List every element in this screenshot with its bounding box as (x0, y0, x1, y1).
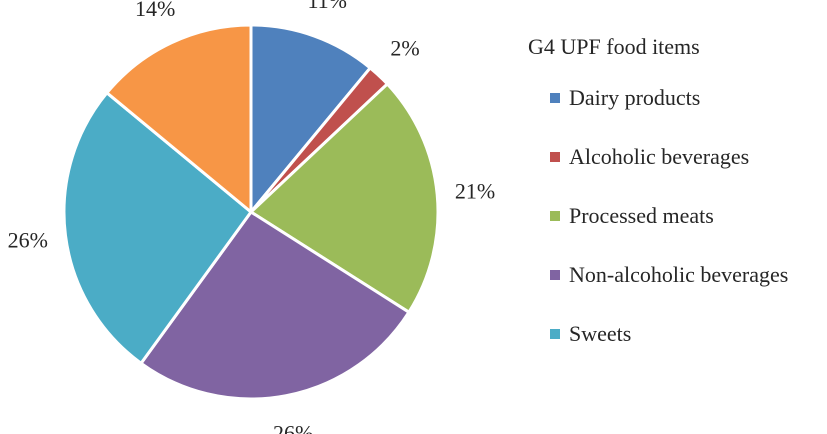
pie-slice-unlabeled (105, 23, 253, 214)
data-label: 26% (273, 421, 313, 434)
legend-item: Alcoholic beverages (528, 144, 788, 170)
legend-item: Dairy products (528, 85, 788, 111)
data-label: 2% (390, 36, 419, 61)
pie-slice-processed-meats (249, 82, 440, 314)
pie-slices (62, 23, 440, 401)
pie-slice-sweets (62, 91, 253, 365)
legend-label: Processed meats (569, 203, 714, 228)
pie-slice-non-alcoholic-beverages (139, 210, 411, 401)
legend-item: Processed meats (528, 203, 788, 229)
data-labels: 11% 2% 21% 26% 26% 14% (8, 0, 496, 434)
legend-title: G4 UPF food items (528, 34, 700, 59)
data-label: 11% (307, 0, 347, 13)
legend: G4 UPF food items Dairy products Alcoholi… (528, 34, 788, 380)
data-label: 21% (455, 178, 495, 203)
data-label: 26% (8, 228, 48, 253)
legend-label: Sweets (569, 321, 632, 346)
legend-items: Dairy products Alcoholic beverages Process… (528, 85, 788, 347)
legend-swatch (550, 270, 560, 280)
legend-label: Dairy products (569, 85, 701, 110)
legend-swatch (550, 152, 560, 162)
pie-slice-dairy-products (249, 23, 372, 214)
legend-item: Sweets (528, 321, 788, 347)
legend-label: Non-alcoholic beverages (569, 262, 789, 287)
legend-label: Alcoholic beverages (569, 144, 750, 169)
legend-item: Non-alcoholic beverages (528, 262, 788, 288)
legend-swatch (550, 329, 560, 339)
data-label: 14% (135, 0, 175, 21)
legend-swatch (550, 211, 560, 221)
legend-swatch (550, 93, 560, 103)
